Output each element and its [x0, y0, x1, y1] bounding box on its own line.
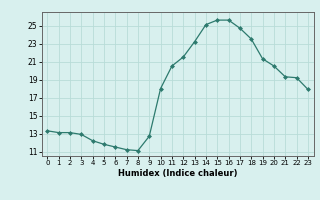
X-axis label: Humidex (Indice chaleur): Humidex (Indice chaleur) — [118, 169, 237, 178]
